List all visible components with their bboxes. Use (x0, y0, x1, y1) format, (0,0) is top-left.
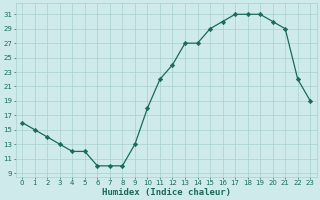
X-axis label: Humidex (Indice chaleur): Humidex (Indice chaleur) (102, 188, 231, 197)
